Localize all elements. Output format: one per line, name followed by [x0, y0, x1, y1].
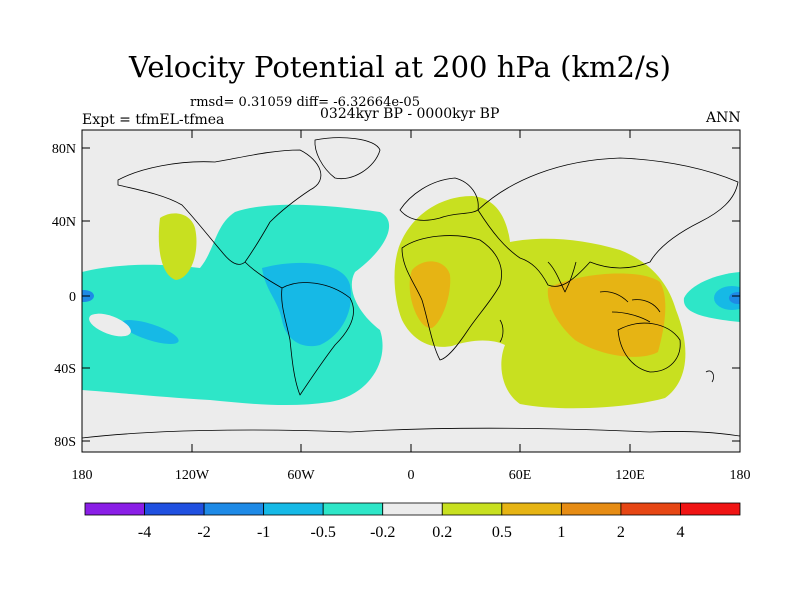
colorbar-box	[620, 502, 681, 516]
lat-label-40n: 40N	[52, 215, 76, 230]
colorbar-label: -2	[197, 524, 210, 541]
neutral-hole-pacific	[89, 313, 131, 337]
colorbar-box	[263, 502, 324, 516]
colorbar-box	[84, 502, 145, 516]
negative-region	[82, 204, 390, 406]
lat-label-80n: 80N	[52, 142, 76, 157]
positive-region-africa-indian	[394, 196, 686, 409]
period-label: 0324kyr BP - 0000kyr BP	[320, 106, 500, 122]
colorbar-label: 0.2	[432, 524, 452, 541]
stats-text: rmsd= 0.31059 diff= -6.32664e-05	[190, 95, 420, 110]
negative-mid-east	[714, 286, 740, 310]
negative-region-east	[683, 272, 740, 322]
colorbar: -4 -2 -1 -0.5 -0.2 0.2 0.5 1 2 4	[84, 502, 741, 541]
positive-region-pacific	[158, 213, 197, 280]
experiment-label: Expt = tfmEL-tfmea	[82, 112, 225, 128]
negative-strong-east	[729, 292, 740, 304]
colorbar-label: 4	[676, 524, 684, 541]
lat-label-80s: 80S	[54, 435, 76, 450]
colorbar-label: -1	[257, 524, 270, 541]
lat-label-40s: 40S	[54, 362, 76, 377]
colorbar-label: -0.5	[311, 524, 336, 541]
lon-label-0: 0	[408, 468, 415, 483]
colorbar-box	[203, 502, 265, 516]
colorbar-label: -0.2	[370, 524, 395, 541]
lon-label-180w: 180	[72, 468, 93, 483]
lon-label-180e: 180	[730, 468, 751, 483]
colorbar-label: -4	[138, 524, 151, 541]
lat-ticks	[82, 147, 740, 442]
colorbar-box	[322, 502, 384, 516]
plot-title: Velocity Potential at 200 hPa (km2/s)	[129, 50, 671, 84]
lon-label-60e: 60E	[509, 468, 532, 483]
colorbar-box	[144, 502, 205, 516]
lon-ticks	[81, 130, 741, 452]
colorbar-box	[441, 502, 503, 516]
season-label: ANN	[706, 110, 741, 126]
positive-mid-africa	[409, 261, 451, 329]
colorbar-label: 1	[557, 524, 565, 541]
colorbar-label: 0.5	[492, 524, 512, 541]
colorbar-box	[560, 502, 622, 516]
colorbar-box	[501, 502, 562, 516]
lon-label-120w: 120W	[175, 468, 210, 483]
coastlines	[82, 137, 740, 439]
positive-mid-indonesia	[547, 273, 666, 357]
lon-label-120e: 120E	[615, 468, 645, 483]
negative-mid-region	[262, 262, 352, 347]
colorbar-box	[382, 502, 443, 516]
colorbar-box	[680, 502, 741, 516]
lat-label-0: 0	[69, 290, 76, 305]
lon-label-60w: 60W	[287, 468, 315, 483]
colorbar-label: 2	[617, 524, 625, 541]
negative-mid-region-pacific	[121, 320, 179, 344]
